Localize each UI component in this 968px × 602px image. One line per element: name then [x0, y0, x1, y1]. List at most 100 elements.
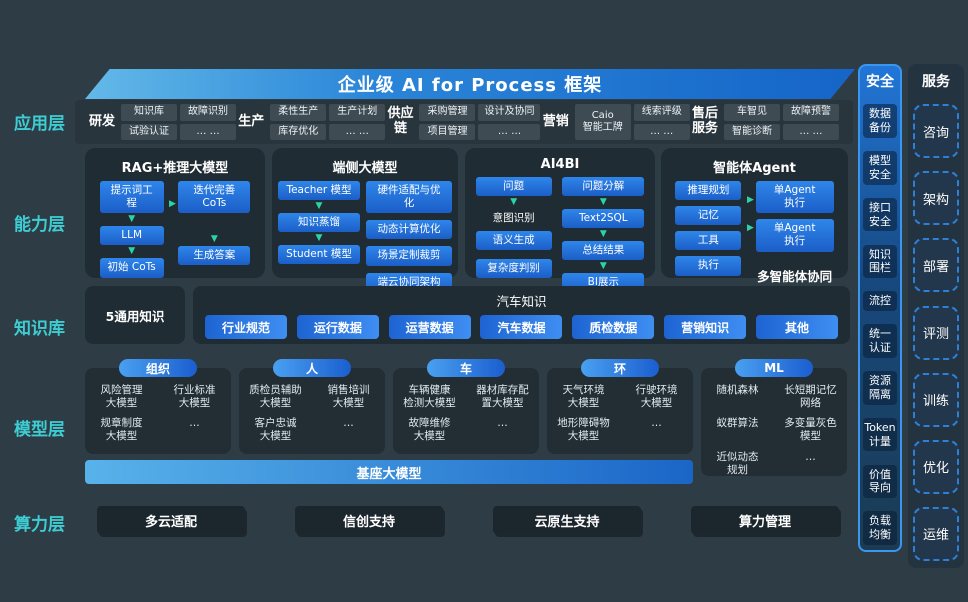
knowledge-pill: 营销知识 [664, 315, 747, 339]
app-group-label: 营销 [542, 113, 569, 129]
flow-node: 总结结果 [562, 241, 645, 261]
flow-node: Teacher 模型 [278, 181, 360, 201]
layer-label-application: 应用层 [14, 114, 65, 134]
model-group-items: 随机森林 长短期记忆 网络 蚁群算法 多变量灰色 模型 近似动态 规划… [701, 368, 847, 477]
arrow-down-icon: ▼ [128, 214, 136, 225]
service-item: 优化 [913, 439, 959, 494]
app-item: 库存优化 [270, 123, 327, 140]
model-group-header: 车 [427, 359, 505, 377]
compute-item: 信创支持 [295, 506, 443, 534]
model-group-header: 环 [581, 359, 659, 377]
compute-item: 算力管理 [691, 506, 839, 534]
model-group-ml: ML 随机森林 长短期记忆 网络 蚁群算法 多变量灰色 模型 近似动态 规划… [701, 359, 847, 477]
arrow-down-icon: ▼ [315, 233, 323, 244]
flow-node: 知识蒸馏 [278, 213, 360, 233]
model-item: … [651, 417, 662, 430]
model-item: 行驶环境 大模型 [635, 384, 678, 410]
model-group-header: 组织 [119, 359, 197, 377]
model-item: 长短期记忆 网络 [784, 384, 837, 410]
compute-item: 多云适配 [97, 506, 245, 534]
flow-node: 单Agent 执行 [755, 181, 834, 214]
model-group-items: 车辆健康 检测大模型 器材库存配 置大模型 故障维修 大模型… [393, 368, 539, 444]
flow-node: Student 模型 [278, 245, 360, 265]
app-group-cells: 柔性生产 生产计划 库存优化… … [270, 104, 386, 140]
app-item: 生产计划 [329, 104, 386, 121]
arrow-down-icon: ▼ [599, 229, 607, 240]
service-item: 评测 [913, 305, 959, 360]
security-item: 资源 隔离 [863, 371, 897, 405]
arrow-down-icon: ▼ [210, 234, 218, 245]
model-item: … [497, 417, 508, 430]
app-item: 采购管理 [419, 104, 476, 121]
security-item: 知识 围栏 [863, 244, 897, 279]
layer-label-model: 模型层 [14, 420, 65, 440]
model-item: 蚁群算法 [716, 417, 759, 430]
banner: 企业级 AI for Process 框架 [85, 69, 855, 99]
model-group-items: 风险管理 大模型 行业标准 大模型 规章制度 大模型… [85, 368, 231, 444]
flow-node: 单Agent 执行 [755, 219, 834, 252]
capability-box-title: 智能体Agent [713, 161, 796, 176]
compute-item: 云原生支持 [493, 506, 641, 534]
model-group-organization: 组织 风险管理 大模型 行业标准 大模型 规章制度 大模型… [85, 359, 231, 454]
app-item: 故障识别 [180, 104, 237, 121]
app-item: … … [329, 123, 386, 140]
capability-box-title: 端侧大模型 [332, 161, 398, 176]
knowledge-general-box: 5通用知识 [85, 286, 185, 344]
app-group-cells: 车智见 故障预警 智能诊断… … [723, 104, 839, 140]
knowledge-pill: 运营数据 [388, 315, 471, 339]
flow-node: 执行 [675, 256, 742, 276]
model-group-vehicle: 车 车辆健康 检测大模型 器材库存配 置大模型 故障维修 大模型… [393, 359, 539, 454]
app-item: 项目管理 [419, 123, 476, 140]
app-item: … … [782, 123, 839, 140]
model-item: 车辆健康 检测大模型 [403, 384, 456, 410]
security-item: 接口 安全 [863, 197, 897, 232]
flow-node: Text2SQL [562, 209, 645, 229]
app-group-cells: 知识库 故障识别 试验认证… … [121, 104, 237, 140]
knowledge-auto-title: 汽车知识 [496, 294, 547, 309]
service-item: 运维 [913, 506, 959, 561]
multi-agent-caption: 多智能体协同 [757, 268, 833, 284]
app-item: 柔性生产 [270, 104, 327, 121]
app-item: 知识库 [121, 104, 178, 121]
model-item: 质检员辅助 大模型 [249, 384, 302, 410]
arrow-down-icon: ▼ [599, 261, 607, 272]
knowledge-pill: 其他 [755, 315, 838, 339]
security-item: 统一 认证 [863, 324, 897, 358]
security-item: 负载 均衡 [863, 511, 897, 545]
app-group-supply-chain: 供应 链 采购管理 设计及协同 项目管理… … [387, 104, 541, 140]
knowledge-pill: 质检数据 [572, 315, 655, 339]
security-item: 数据 备份 [863, 104, 897, 138]
model-item: 器材库存配 置大模型 [476, 384, 529, 410]
capability-box-edge-model: 端侧大模型 Teacher 模型 ▼ 知识蒸馏 ▼ Student 模型 硬件适… [272, 148, 458, 292]
app-group-cells: 采购管理 设计及协同 项目管理… … [419, 104, 541, 140]
flow-node: 场景定制裁剪 [366, 246, 452, 266]
app-group-cells: Caio 智能工牌 线索评级 … … [574, 104, 690, 140]
knowledge-pill-row: 行业规范 运行数据 运营数据 汽车数据 质检数据 营销知识 其他 [193, 310, 850, 339]
compute-layer-row: 多云适配 信创支持 云原生支持 算力管理 [85, 506, 851, 534]
model-item: … [189, 417, 200, 430]
app-item: 试验认证 [121, 123, 178, 140]
arrow-down-icon: ▼ [599, 197, 607, 208]
flow-node: 动态计算优化 [366, 220, 452, 240]
flow-node: 问题分解 [562, 177, 645, 197]
app-item: … … [180, 123, 237, 140]
model-item: … [343, 417, 354, 430]
flow-node: 意图识别 [492, 212, 535, 225]
arrow-down-icon: ▼ [510, 197, 518, 208]
model-item: 随机森林 [716, 384, 759, 396]
app-group-after-sales: 售后 服务 车智见 故障预警 智能诊断… … [692, 104, 839, 140]
service-item: 咨询 [913, 104, 959, 159]
capability-box-title: AI4BI [540, 157, 580, 172]
layer-label-knowledge: 知识库 [14, 319, 65, 339]
security-item: Token 计量 [863, 417, 897, 452]
app-group-label: 售后 服务 [691, 106, 718, 136]
flow-node: 工具 [675, 231, 742, 251]
app-group-label: 供应 链 [387, 106, 414, 136]
flow-node: 记忆 [675, 206, 742, 226]
arrow-right-icon: ▶ [169, 199, 176, 209]
model-item: 风险管理 大模型 [100, 384, 143, 410]
security-item: 价值 导向 [863, 464, 897, 499]
model-group-environment: 环 天气环境 大模型 行驶环境 大模型 地形障碍物 大模型… [547, 359, 693, 454]
model-item: 多变量灰色 模型 [784, 417, 837, 443]
